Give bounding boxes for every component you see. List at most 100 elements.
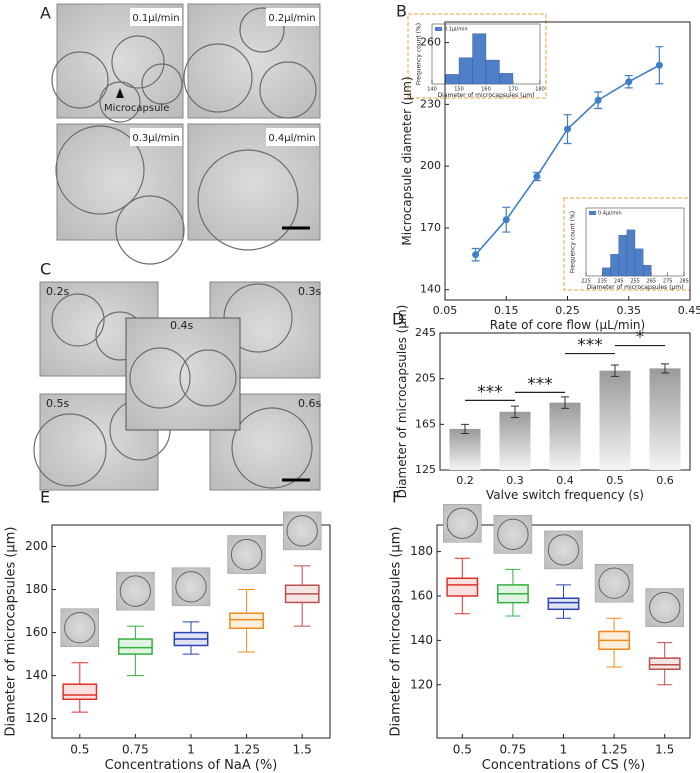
error-bar [611, 364, 619, 377]
x-tick-label: 1.5 [293, 743, 312, 757]
y-axis-title: Diameter of microcapsules (μm) [395, 305, 409, 499]
y-tick-label: 200 [420, 159, 441, 172]
x-tick-label: 1 [560, 743, 568, 757]
x-tick-label: 0.15 [494, 304, 519, 317]
significance-label: *** [527, 374, 553, 394]
panel-label: D [392, 310, 404, 329]
whisker [454, 596, 470, 615]
y-axis-title: Frequency count (%) [570, 211, 577, 273]
y-tick-label: 205 [415, 372, 436, 385]
x-tick-label: 1 [187, 743, 195, 757]
cell [55, 125, 145, 215]
whisker [238, 628, 255, 653]
cell [99, 81, 141, 123]
whisker [657, 669, 673, 686]
cell [51, 51, 109, 109]
x-tick-label: 140 [427, 87, 437, 93]
x-tick-label: 1.25 [601, 743, 628, 757]
box [62, 683, 98, 701]
x-tick-label: 245 [614, 279, 624, 285]
thumbnail-cell [64, 611, 96, 644]
box [547, 597, 580, 611]
thumbnail-cell [230, 538, 263, 571]
histogram-bar [499, 73, 514, 85]
micrograph [125, 317, 241, 431]
panel-label: C [40, 260, 51, 279]
y-tick-label: 125 [415, 463, 436, 476]
image-label: 0.2μl/min [268, 13, 315, 24]
whisker [71, 662, 89, 685]
x-tick-label: 1.25 [233, 743, 260, 757]
thumbnail [282, 511, 322, 551]
y-tick-label: 140 [410, 633, 433, 647]
whisker [555, 584, 572, 599]
data-point [564, 125, 571, 133]
whisker [293, 565, 311, 586]
cell [129, 347, 191, 409]
whisker [555, 609, 572, 619]
legend-label: 0.1μl/min [444, 27, 468, 33]
image-label: 0.3μl/min [132, 133, 179, 144]
x-tick-label: 0.5 [70, 743, 89, 757]
y-tick-label: 230 [420, 97, 441, 110]
image-label: 0.6s [298, 397, 321, 410]
histogram-bar [610, 254, 619, 277]
x-tick-label: 0.05 [433, 304, 458, 317]
x-tick-label: 0.75 [122, 743, 149, 757]
y-axis-title: Diameter of microcapsules (μm) [389, 527, 404, 737]
label-box [266, 8, 319, 26]
cell [183, 43, 253, 113]
x-tick-label: 225 [581, 279, 591, 285]
bar [599, 370, 631, 470]
bar [649, 368, 681, 470]
box [446, 577, 479, 597]
whisker [182, 621, 200, 633]
x-tick-label: 0.5 [453, 743, 472, 757]
x-axis-title: Diameter of microcapsules (μm) [587, 284, 684, 291]
x-tick-label: 160 [481, 87, 491, 93]
image-label: 0.3s [298, 285, 321, 298]
x-axis-title: Valve switch frequency (s) [486, 488, 644, 502]
whisker [293, 602, 311, 627]
legend-swatch [435, 27, 442, 31]
data-point [594, 96, 602, 104]
thumbnail-cell [649, 591, 681, 624]
cell [259, 61, 317, 119]
error-bar [511, 405, 519, 418]
histogram-bar [634, 248, 644, 277]
data-point [655, 61, 663, 69]
box [117, 638, 153, 655]
x-tick-label: 150 [454, 87, 464, 93]
error-bar [561, 396, 569, 409]
thumbnail [443, 504, 482, 543]
thumbnail-cell [446, 507, 478, 539]
thumbnail [594, 563, 634, 603]
label-box [130, 8, 182, 26]
y-tick-label: 140 [420, 283, 441, 296]
y-axis-title: Microcapsule diameter (μm) [400, 76, 414, 245]
thumbnail [544, 530, 583, 570]
histogram-bar [485, 59, 500, 85]
x-tick-label: 0.75 [500, 743, 527, 757]
y-tick-label: 180 [410, 544, 433, 558]
cell [141, 63, 183, 105]
y-tick-label: 160 [410, 589, 433, 603]
bar [499, 411, 531, 470]
whisker [71, 699, 89, 713]
thumbnail-cell [497, 518, 529, 551]
bar [449, 428, 481, 470]
thumbnail-cell [598, 567, 630, 599]
label-box [130, 128, 182, 146]
y-tick-label: 260 [420, 36, 441, 49]
x-tick-label: 0.2 [456, 474, 474, 487]
x-axis-title: Diameter of microcapsules (μm) [438, 92, 535, 99]
thumbnail [60, 608, 100, 647]
thumbnail [645, 588, 684, 627]
whisker [238, 589, 255, 614]
y-axis-title: Diameter of microcapsules (μm) [4, 527, 19, 737]
cell [197, 149, 299, 251]
x-tick-label: 0.6 [656, 474, 674, 487]
box [648, 657, 681, 670]
significance-label: *** [477, 382, 503, 402]
whisker [127, 654, 144, 677]
